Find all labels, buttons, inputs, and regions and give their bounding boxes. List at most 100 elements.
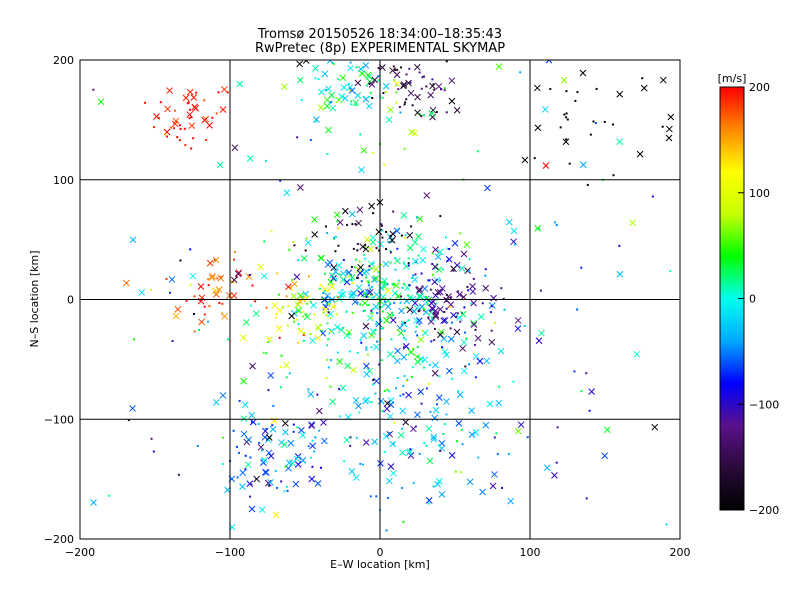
- data-point-x: [188, 122, 196, 130]
- data-point-x: [488, 338, 496, 346]
- data-point-x: [355, 284, 363, 291]
- data-point-dot: [284, 465, 287, 468]
- data-point-x: [171, 120, 179, 128]
- data-point-dot: [244, 468, 247, 471]
- data-point-dot: [618, 244, 621, 247]
- data-point-dot: [414, 273, 417, 276]
- data-point-dot: [468, 258, 471, 261]
- data-point-dot: [377, 79, 380, 82]
- data-point-x: [405, 391, 412, 399]
- data-point-dot: [338, 387, 341, 390]
- data-point-x: [292, 480, 300, 488]
- data-point-dot: [226, 91, 229, 94]
- data-point-dot: [367, 304, 370, 307]
- data-point-dot: [193, 330, 196, 333]
- data-point-dot: [412, 347, 415, 350]
- data-point-x: [495, 399, 503, 407]
- data-point-dot: [179, 259, 182, 262]
- data-point-x: [241, 401, 249, 409]
- data-point-dot: [328, 101, 331, 104]
- colorbar-tick-label: 100: [749, 187, 770, 200]
- data-point-dot: [292, 423, 295, 426]
- data-point-x: [383, 317, 390, 324]
- data-point-dot: [387, 390, 390, 393]
- data-point-dot: [418, 323, 421, 326]
- data-point-dot: [329, 316, 332, 319]
- data-point-dot: [350, 279, 353, 282]
- data-point-x: [436, 248, 444, 256]
- data-point-dot: [350, 103, 353, 106]
- data-point-dot: [385, 248, 388, 251]
- data-point-x: [315, 407, 323, 415]
- data-point-dot: [92, 88, 95, 91]
- data-point-dot: [324, 272, 327, 275]
- data-point-dot: [576, 308, 579, 311]
- data-point-x: [517, 421, 525, 429]
- data-point-x: [216, 161, 224, 169]
- data-point-dot: [501, 486, 504, 489]
- data-point-x: [441, 348, 449, 355]
- data-point-dot: [326, 322, 329, 325]
- data-point-dot: [280, 365, 283, 368]
- data-point-x: [280, 441, 288, 449]
- data-point-x: [333, 323, 341, 331]
- data-point-x: [212, 290, 220, 298]
- data-point-x: [249, 418, 257, 426]
- data-point-dot: [410, 225, 413, 228]
- data-point-x: [484, 184, 491, 192]
- data-point-dot: [341, 289, 344, 292]
- data-point-dot: [438, 375, 441, 378]
- data-point-dot: [310, 456, 313, 459]
- data-point-dot: [307, 275, 310, 278]
- data-point-dot: [383, 450, 386, 453]
- data-point-dot: [330, 101, 333, 104]
- data-point-x: [616, 138, 623, 146]
- data-point-x: [360, 146, 368, 154]
- data-point-x: [329, 398, 336, 406]
- data-point-dot: [185, 299, 188, 302]
- data-point-dot: [380, 281, 383, 284]
- data-point-x: [313, 116, 320, 123]
- data-point-dot: [563, 113, 566, 116]
- data-point-x: [333, 211, 341, 219]
- data-point-dot: [383, 163, 386, 166]
- data-point-dot: [433, 267, 436, 270]
- data-point-dot: [324, 225, 327, 228]
- data-point-dot: [380, 338, 383, 341]
- data-point-x: [265, 449, 273, 457]
- data-point-x: [455, 419, 463, 427]
- data-point-dot: [267, 341, 270, 344]
- data-point-dot: [360, 280, 363, 283]
- data-point-dot: [177, 473, 180, 476]
- data-point-x: [399, 407, 407, 415]
- data-point-x: [357, 65, 365, 73]
- data-point-dot: [407, 262, 410, 265]
- data-point-dot: [371, 151, 374, 154]
- data-point-dot: [396, 247, 399, 250]
- data-point-x: [445, 367, 453, 375]
- data-point-dot: [472, 277, 475, 280]
- data-point-dot: [324, 88, 327, 91]
- data-point-dot: [404, 101, 407, 104]
- data-point-x: [363, 268, 370, 275]
- data-point-dot: [327, 311, 330, 314]
- data-point-x: [362, 322, 370, 330]
- data-point-x: [667, 113, 675, 121]
- data-point-dot: [397, 88, 400, 91]
- data-point-x: [317, 254, 325, 262]
- data-point-dot: [292, 430, 295, 433]
- data-point-dot: [431, 262, 434, 265]
- data-point-dot: [362, 309, 365, 312]
- data-point-dot: [285, 485, 288, 488]
- data-point-dot: [386, 388, 389, 391]
- data-point-dot: [585, 372, 588, 375]
- data-point-dot: [665, 523, 668, 526]
- data-point-dot: [370, 312, 373, 315]
- data-point-dot: [381, 359, 384, 362]
- data-point-dot: [468, 270, 471, 273]
- data-point-dot: [435, 111, 438, 114]
- data-point-x: [261, 456, 268, 464]
- data-point-dot: [290, 288, 293, 291]
- data-point-x: [417, 336, 425, 343]
